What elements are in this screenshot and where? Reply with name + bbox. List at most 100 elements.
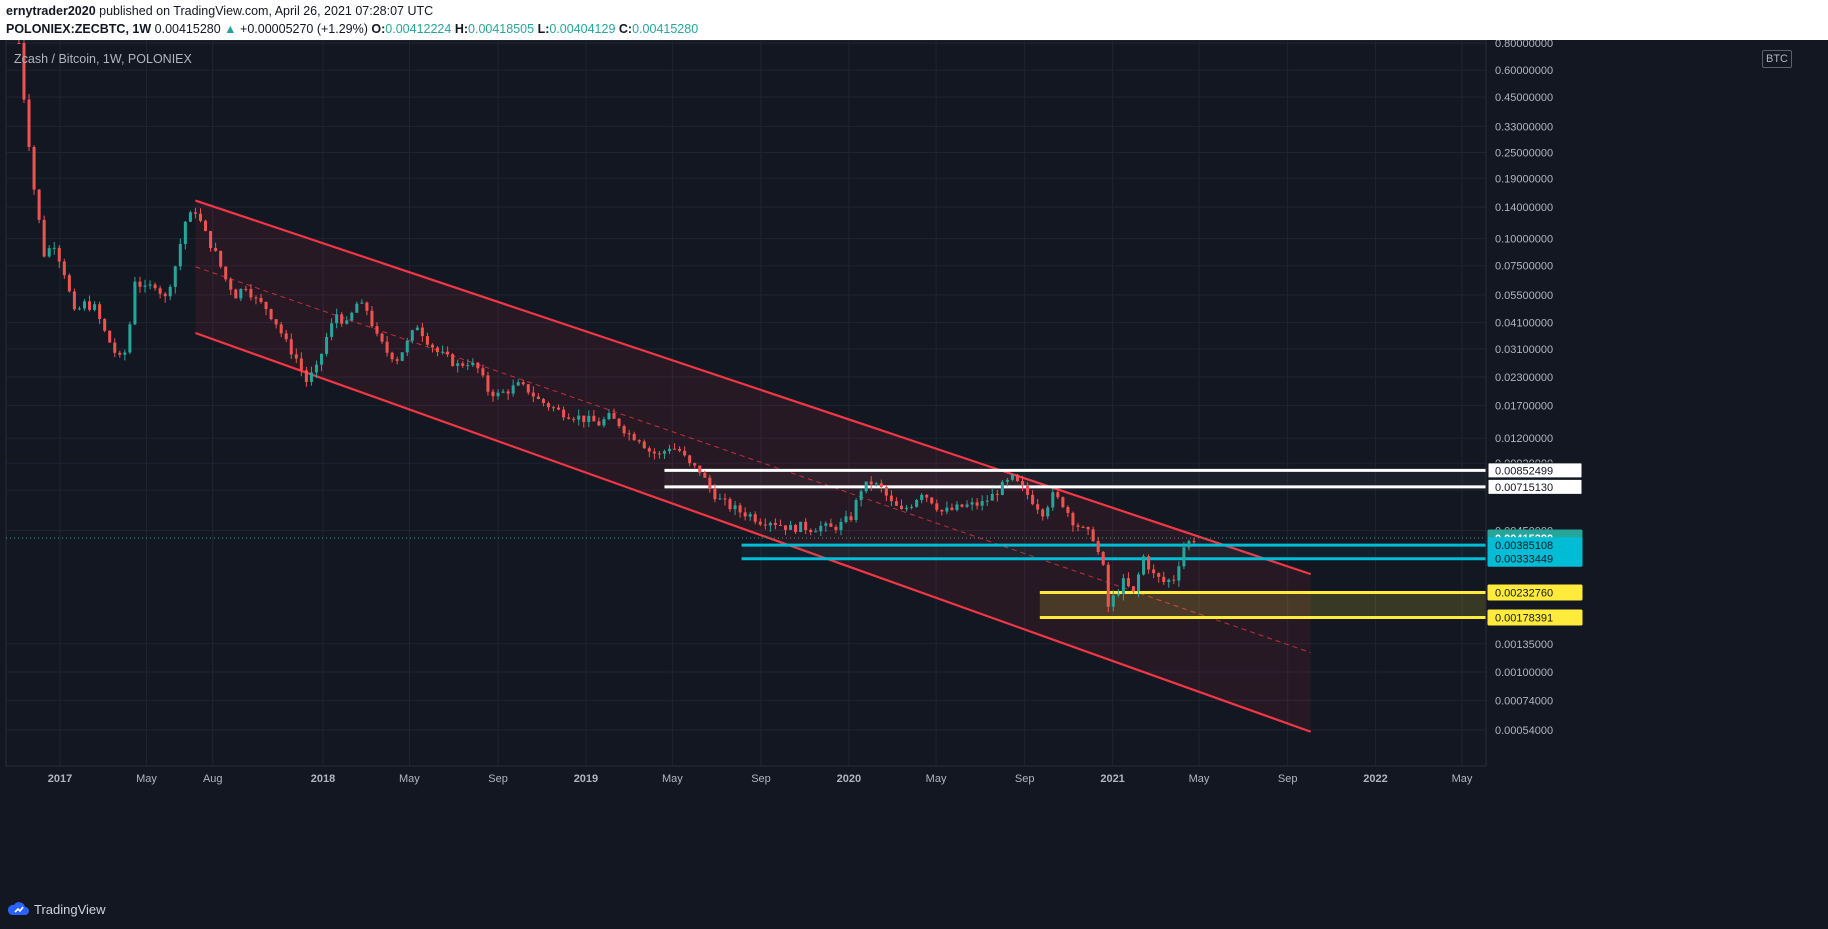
- candle-body: [562, 409, 566, 418]
- candle-body: [1157, 573, 1161, 577]
- candle-body: [516, 382, 520, 386]
- candle-body: [436, 347, 440, 353]
- candle-body: [884, 487, 888, 496]
- candle-body: [289, 339, 293, 355]
- candle-body: [546, 403, 550, 408]
- candle-body: [1036, 504, 1040, 510]
- candle-body: [1106, 564, 1110, 607]
- candle-body: [723, 498, 727, 500]
- candle-body: [678, 448, 682, 451]
- candle-body: [612, 413, 616, 419]
- candle-body: [617, 418, 621, 427]
- candle-body: [229, 279, 233, 290]
- candle-body: [753, 514, 757, 522]
- candle-body: [491, 391, 495, 397]
- candle-body: [158, 288, 162, 294]
- candle-body: [814, 531, 818, 533]
- time-tick-label: May: [926, 773, 947, 785]
- zone-cyan[interactable]: [741, 545, 1486, 559]
- candle-body: [930, 497, 934, 504]
- symbol-name: POLONIEX:ZECBTC, 1W: [6, 22, 152, 36]
- candle-body: [945, 507, 949, 512]
- candle-body: [592, 415, 596, 422]
- candle-body: [551, 407, 556, 409]
- candle-body: [178, 244, 182, 267]
- candle-body: [264, 301, 268, 310]
- price-tick-label: 0.00135000: [1495, 639, 1553, 651]
- time-tick-label: Sep: [751, 773, 771, 785]
- price-axis[interactable]: [1486, 40, 1828, 766]
- footer-bar: TradingView: [0, 893, 1828, 929]
- candle-body: [82, 301, 87, 309]
- price-tag-white[interactable]: [1487, 462, 1583, 479]
- candle-body: [259, 297, 263, 302]
- price-tag-white[interactable]: [1487, 478, 1583, 495]
- candle-body: [335, 314, 339, 324]
- open-label: O:: [371, 22, 386, 36]
- candle-body: [925, 494, 929, 498]
- close-value: 0.00415280: [632, 22, 699, 36]
- price-tag-label: 0.00715130: [1495, 482, 1553, 494]
- candle-body: [350, 312, 354, 321]
- tradingview-logo[interactable]: TradingView: [6, 901, 106, 917]
- candle-body: [688, 455, 692, 464]
- price-chart[interactable]: 0.80000000 0.60000000 0.45000000 0.33000000…: [0, 40, 1828, 893]
- candle-body: [224, 266, 228, 280]
- candle-body: [738, 505, 742, 513]
- candle-body: [430, 344, 434, 348]
- candle-body: [794, 525, 798, 533]
- candle-body: [284, 333, 288, 340]
- zone-yellow[interactable]: [1039, 592, 1486, 618]
- candle-body: [637, 440, 641, 442]
- candle-body: [214, 248, 218, 251]
- candle-body: [531, 392, 535, 397]
- candle-body: [314, 364, 318, 373]
- candle-body: [330, 323, 334, 337]
- candle-body: [536, 396, 540, 399]
- candle-body: [879, 483, 883, 488]
- price-tag-yellow[interactable]: [1487, 584, 1583, 601]
- time-tick-label: Aug: [203, 773, 223, 785]
- low-value: 0.00404129: [549, 22, 616, 36]
- author-name[interactable]: ernytrader2020: [6, 4, 96, 18]
- candle-body: [299, 358, 303, 371]
- time-tick-label: May: [136, 773, 157, 785]
- candle-body: [955, 504, 959, 510]
- candle-body: [461, 363, 465, 366]
- currency-unit-badge[interactable]: BTC: [1762, 50, 1792, 68]
- candle-body: [163, 293, 167, 297]
- candle-body: [476, 362, 480, 369]
- candle-body: [148, 284, 152, 286]
- candle-body: [789, 525, 793, 530]
- candle-body: [910, 506, 914, 508]
- candle-body: [839, 522, 843, 530]
- close-label: C:: [618, 22, 633, 36]
- zone-white[interactable]: [664, 470, 1486, 487]
- price-tag-yellow[interactable]: [1487, 609, 1583, 626]
- channel-upper-line[interactable]: [195, 199, 1312, 576]
- candle-body: [632, 434, 636, 441]
- candle-body: [400, 352, 404, 361]
- channel-lower-line[interactable]: [195, 331, 1312, 733]
- candle-body: [77, 308, 81, 310]
- candle-body: [425, 336, 429, 345]
- candle-body: [183, 221, 187, 245]
- price-tag-cyan[interactable]: [1487, 550, 1583, 567]
- candle-body: [47, 248, 51, 257]
- high-label: H:: [454, 22, 469, 36]
- price-tick-label: 0.45000000: [1495, 92, 1553, 104]
- candle-body: [1172, 579, 1176, 581]
- candle-body: [602, 419, 606, 426]
- candle-body: [975, 502, 979, 506]
- candle-body: [652, 451, 656, 454]
- last-price: 0.00415280: [154, 22, 221, 36]
- candle-body: [541, 398, 545, 404]
- candle-body: [985, 500, 989, 502]
- candle-body: [824, 523, 828, 526]
- candle-body: [294, 354, 298, 359]
- candle-body: [587, 415, 591, 422]
- candle-body: [1000, 481, 1004, 495]
- candle-body: [990, 493, 994, 501]
- candle-body: [809, 530, 813, 533]
- candle-body: [1096, 541, 1100, 553]
